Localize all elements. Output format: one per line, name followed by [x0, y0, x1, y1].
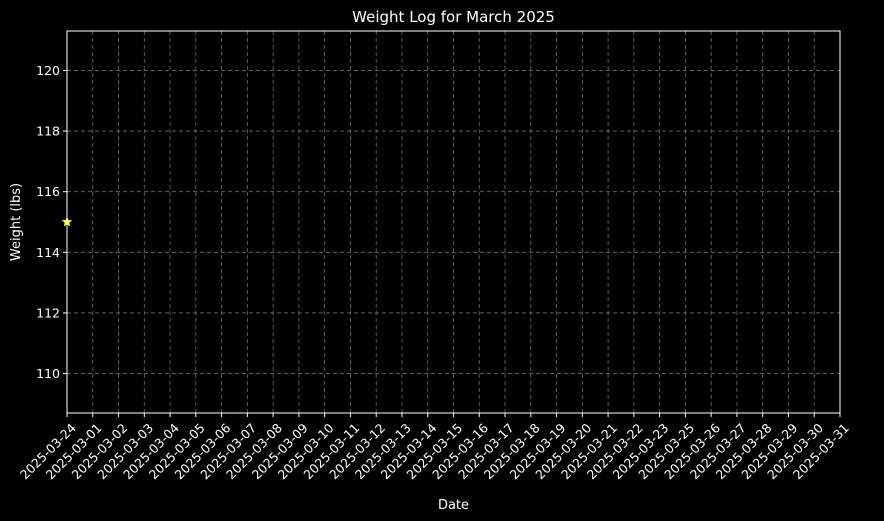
chart-title: Weight Log for March 2025 — [352, 8, 555, 26]
y-tick-label: 112 — [36, 305, 60, 320]
y-axis-ticks: 110 112 114 116 118 120 — [36, 63, 67, 381]
grid-lines — [66, 31, 841, 413]
y-tick-label: 120 — [36, 63, 60, 78]
y-tick-label: 118 — [36, 124, 60, 139]
y-tick-label: 116 — [36, 184, 60, 199]
y-tick-label: 110 — [36, 366, 60, 381]
y-tick-label: 114 — [36, 245, 60, 260]
x-axis-label: Date — [438, 498, 469, 513]
y-axis-label: Weight (lbs) — [9, 183, 24, 261]
